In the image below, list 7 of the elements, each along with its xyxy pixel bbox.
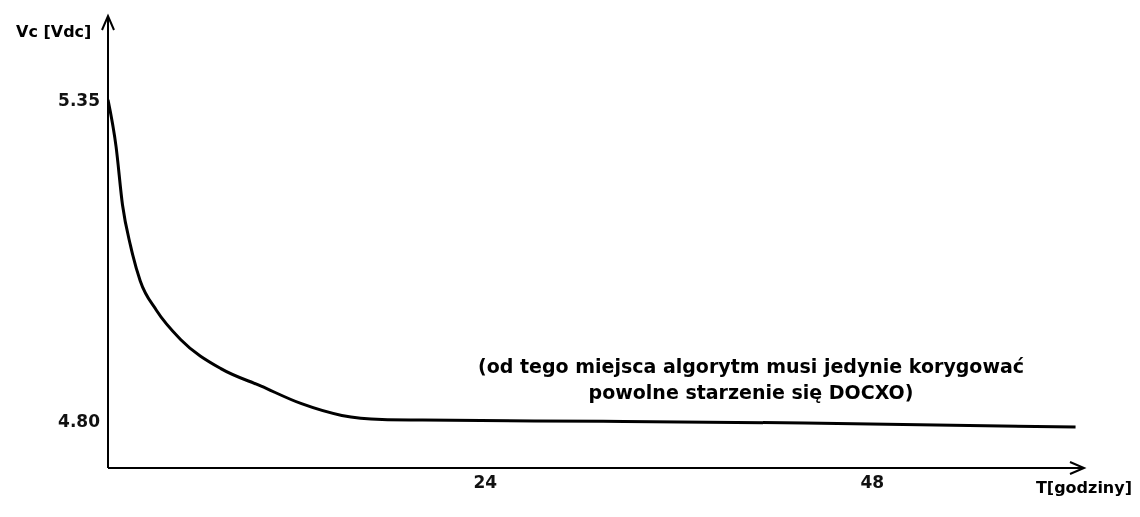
- annotation: (od tego miejsca algorytm musi jedynie korygować powolne starzenie się DOCXO): [478, 354, 1025, 405]
- y-tick-label: 4.80: [58, 411, 101, 432]
- y-axis-title: Vc [Vdc]: [16, 22, 92, 41]
- x-tick-label: 48: [860, 472, 885, 493]
- x-axis-title: T[godziny]: [1035, 478, 1132, 497]
- y-tick-label: 5.35: [58, 89, 100, 110]
- x-tick-label: 24: [473, 472, 498, 493]
